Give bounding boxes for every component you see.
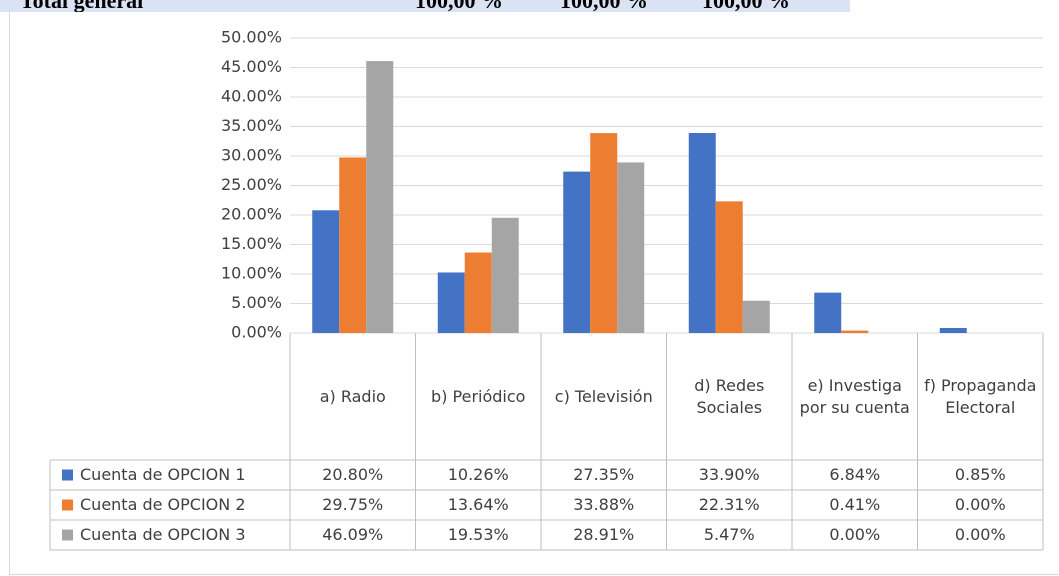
bar xyxy=(437,272,465,333)
category-label: a) Radio xyxy=(319,386,386,406)
total-label: Total general xyxy=(20,0,143,12)
table-value: 0.41% xyxy=(829,495,881,514)
table-value: 22.31% xyxy=(698,495,760,514)
bar xyxy=(742,300,770,333)
y-tick-label: 0.00% xyxy=(231,323,282,342)
category-label: b) Periódico xyxy=(431,386,526,406)
y-tick-label: 50.00% xyxy=(221,28,282,47)
bar xyxy=(814,292,842,333)
bar xyxy=(464,252,492,333)
bar xyxy=(312,210,340,333)
legend-label: Cuenta de OPCION 2 xyxy=(80,495,246,514)
y-tick-label: 35.00% xyxy=(221,116,282,135)
bar xyxy=(841,330,869,333)
bar xyxy=(563,171,591,333)
table-value: 28.91% xyxy=(573,525,635,544)
y-tick-label: 20.00% xyxy=(221,205,282,224)
bar xyxy=(617,162,645,333)
bar xyxy=(688,132,716,333)
table-value: 6.84% xyxy=(829,465,881,484)
legend-key xyxy=(62,469,73,481)
chart-frame xyxy=(9,12,1058,575)
bar xyxy=(339,157,367,333)
bar xyxy=(590,133,618,333)
category-label: e) Investiga por su cuenta xyxy=(799,375,910,417)
table-value: 27.35% xyxy=(573,465,635,484)
table-value: 0.00% xyxy=(954,525,1006,544)
table-value: 0.00% xyxy=(829,525,881,544)
bar xyxy=(366,61,394,333)
table-value: 29.75% xyxy=(322,495,384,514)
bar xyxy=(491,217,519,333)
y-tick-label: 10.00% xyxy=(221,264,282,283)
y-tick-label: 25.00% xyxy=(221,175,282,194)
legend-key xyxy=(62,499,73,511)
category-label: c) Televisión xyxy=(554,386,653,406)
legend-label: Cuenta de OPCION 1 xyxy=(80,465,246,484)
table-value: 0.85% xyxy=(954,465,1006,484)
bar xyxy=(939,327,967,333)
table-value: 13.64% xyxy=(447,495,509,514)
category-label: f) Propaganda Electoral xyxy=(924,375,1037,417)
table-value: 20.80% xyxy=(322,465,384,484)
total-strip: Total general 100,00 % 100,00 % 100,00 % xyxy=(0,0,850,12)
total-value: 100,00 % xyxy=(702,0,790,12)
y-tick-label: 30.00% xyxy=(221,146,282,165)
table-value: 46.09% xyxy=(322,525,384,544)
category-label: d) Redes Sociales xyxy=(694,375,765,417)
y-tick-label: 40.00% xyxy=(221,87,282,106)
total-value: 100,00 % xyxy=(415,0,503,12)
legend-label: Cuenta de OPCION 3 xyxy=(80,525,246,544)
table-value: 0.00% xyxy=(954,495,1006,514)
table-value: 33.88% xyxy=(573,495,635,514)
y-tick-label: 5.00% xyxy=(231,293,282,312)
table-value: 5.47% xyxy=(703,525,755,544)
table-value: 33.90% xyxy=(698,465,760,484)
total-value: 100,00 % xyxy=(560,0,648,12)
table-value: 19.53% xyxy=(447,525,509,544)
legend-key xyxy=(62,529,73,541)
y-tick-label: 45.00% xyxy=(221,57,282,76)
y-tick-label: 15.00% xyxy=(221,234,282,253)
table-value: 10.26% xyxy=(447,465,509,484)
bar xyxy=(715,201,743,333)
